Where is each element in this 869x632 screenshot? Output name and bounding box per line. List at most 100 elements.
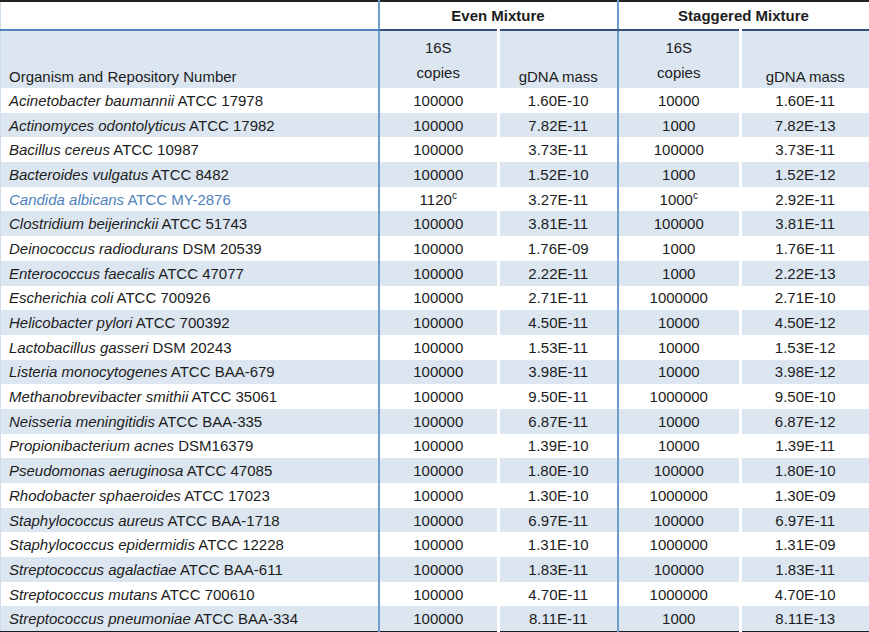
- staggered-gdna-mass-header: gDNA mass: [741, 30, 869, 88]
- even-gdna-mass-cell: 3.27E-11: [499, 187, 618, 212]
- species-name: Acinetobacter baumannii: [9, 92, 174, 109]
- table-body: Acinetobacter baumannii ATCC 17978 10000…: [1, 88, 869, 632]
- even-16s-copies-cell: 100000: [379, 606, 499, 632]
- organism-table-row: Actinomyces odontolyticus ATCC 17982 100…: [1, 113, 869, 138]
- staggered-16s-copies-cell: 1000: [618, 236, 741, 261]
- even-16s-copies-cell: 100000: [379, 310, 499, 335]
- even-16s-copies-cell: 100000: [379, 434, 499, 459]
- even-gdna-mass-cell: 1.52E-10: [499, 162, 618, 187]
- organism-name-cell: Helicobacter pylori ATCC 700392: [1, 310, 379, 335]
- species-name: Bacillus cereus: [9, 141, 110, 158]
- staggered-16s-copies-cell: 10000: [618, 409, 741, 434]
- staggered-copies-label: copies: [619, 60, 740, 85]
- species-name: Streptococcus mutans: [9, 586, 157, 603]
- even-16s-copies-header: 16S copies: [379, 30, 499, 88]
- organism-table-row: Staphylococcus epidermidis ATCC 12228 10…: [1, 532, 869, 557]
- organism-table-row: Escherichia coli ATCC 700926 100000 2.71…: [1, 286, 869, 311]
- even-16s-copies-cell: 100000: [379, 113, 499, 138]
- staggered-gdna-mass-cell: 1.80E-10: [741, 458, 869, 483]
- repository-number: ATCC 12228: [198, 536, 284, 553]
- staggered-gdna-mass-cell: 1.83E-11: [741, 557, 869, 582]
- staggered-16s-copies-cell: 10000: [618, 335, 741, 360]
- staggered-gdna-mass-cell: 3.98E-12: [741, 360, 869, 385]
- even-gdna-mass-cell: 3.98E-11: [499, 360, 618, 385]
- organism-name-cell: Deinococcus radiodurans DSM 20539: [1, 236, 379, 261]
- staggered-16s-copies-cell: 100000: [618, 557, 741, 582]
- organism-table-row: Candida albicans ATCC MY-2876 1120c 3.27…: [1, 187, 869, 212]
- repository-number: ATCC MY-2876: [127, 191, 230, 208]
- repository-number: ATCC 35061: [192, 388, 278, 405]
- even-gdna-mass-cell: 1.80E-10: [499, 458, 618, 483]
- table-header: Even Mixture Staggered Mixture Organism …: [1, 1, 869, 88]
- organism-name-cell: Bacteroides vulgatus ATCC 8482: [1, 162, 379, 187]
- organism-name-cell: Staphylococcus epidermidis ATCC 12228: [1, 532, 379, 557]
- even-16s-copies-cell: 100000: [379, 286, 499, 311]
- organism-table-row: Bacteroides vulgatus ATCC 8482 100000 1.…: [1, 162, 869, 187]
- staggered-16s-copies-cell: 1000c: [618, 187, 741, 212]
- repository-number: DSM 20243: [152, 339, 231, 356]
- species-name: Neisseria meningitidis: [9, 413, 155, 430]
- staggered-gdna-mass-cell: 2.92E-11: [741, 187, 869, 212]
- organism-table-row: Rhodobacter sphaeroides ATCC 17023 10000…: [1, 483, 869, 508]
- even-16s-copies-cell: 100000: [379, 261, 499, 286]
- organism-table-row: Bacillus cereus ATCC 10987 100000 3.73E-…: [1, 137, 869, 162]
- staggered-gdna-mass-cell: 1.39E-11: [741, 434, 869, 459]
- staggered-gdna-mass-cell: 1.53E-12: [741, 335, 869, 360]
- organism-name-cell: Candida albicans ATCC MY-2876: [1, 187, 379, 212]
- even-16s-copies-cell: 100000: [379, 162, 499, 187]
- organism-name-cell: Methanobrevibacter smithii ATCC 35061: [1, 384, 379, 409]
- organism-name-cell: Streptococcus pneumoniae ATCC BAA-334: [1, 606, 379, 632]
- even-gdna-mass-cell: 4.50E-11: [499, 310, 618, 335]
- even-16s-copies-cell: 100000: [379, 211, 499, 236]
- even-16s-copies-cell: 100000: [379, 483, 499, 508]
- even-gdna-mass-cell: 1.53E-11: [499, 335, 618, 360]
- organism-name-cell: Propionibacterium acnes DSM16379: [1, 434, 379, 459]
- staggered-gdna-mass-cell: 7.82E-13: [741, 113, 869, 138]
- organism-name-cell: Bacillus cereus ATCC 10987: [1, 137, 379, 162]
- even-gdna-mass-cell: 9.50E-11: [499, 384, 618, 409]
- organism-table-row: Streptococcus pneumoniae ATCC BAA-334 10…: [1, 606, 869, 632]
- repository-number: ATCC BAA-334: [194, 610, 298, 627]
- even-gdna-mass-cell: 2.22E-11: [499, 261, 618, 286]
- even-16s-copies-cell: 100000: [379, 532, 499, 557]
- repository-number: ATCC BAA-335: [158, 413, 262, 430]
- even-16s-copies-cell: 100000: [379, 335, 499, 360]
- staggered-gdna-mass-cell: 2.22E-13: [741, 261, 869, 286]
- species-name: Rhodobacter sphaeroides: [9, 487, 181, 504]
- staggered-gdna-mass-cell: 3.73E-11: [741, 137, 869, 162]
- staggered-mixture-group-header: Staggered Mixture: [618, 1, 869, 30]
- staggered-16s-copies-cell: 100000: [618, 211, 741, 236]
- staggered-16s-copies-cell: 1000: [618, 113, 741, 138]
- repository-number: ATCC 17978: [177, 92, 263, 109]
- organism-table-row: Deinococcus radiodurans DSM 20539 100000…: [1, 236, 869, 261]
- organism-column-header: Organism and Repository Number: [1, 30, 379, 88]
- organism-name-cell: Pseudomonas aeruginosa ATCC 47085: [1, 458, 379, 483]
- footnote-marker: c: [452, 190, 457, 201]
- even-gdna-mass-cell: 2.71E-11: [499, 286, 618, 311]
- species-name: Actinomyces odontolyticus: [9, 117, 186, 134]
- repository-number: ATCC 51743: [162, 215, 248, 232]
- staggered-16s-label: 16S: [619, 35, 740, 60]
- staggered-gdna-mass-cell: 8.11E-13: [741, 606, 869, 632]
- species-name: Deinococcus radiodurans: [9, 240, 178, 257]
- species-name: Bacteroides vulgatus: [9, 166, 148, 183]
- species-name: Staphylococcus epidermidis: [9, 536, 195, 553]
- organism-table-row: Staphylococcus aureus ATCC BAA-1718 1000…: [1, 508, 869, 533]
- species-name: Enterococcus faecalis: [9, 265, 155, 282]
- repository-number: ATCC 47077: [158, 265, 244, 282]
- organism-table-row: Streptococcus agalactiae ATCC BAA-611 10…: [1, 557, 869, 582]
- even-16s-copies-cell: 100000: [379, 582, 499, 607]
- even-gdna-mass-cell: 7.82E-11: [499, 113, 618, 138]
- repository-number: DSM16379: [178, 437, 253, 454]
- species-name: Propionibacterium acnes: [9, 437, 174, 454]
- staggered-gdna-mass-cell: 1.31E-09: [741, 532, 869, 557]
- even-gdna-mass-cell: 6.87E-11: [499, 409, 618, 434]
- organism-table-row: Pseudomonas aeruginosa ATCC 47085 100000…: [1, 458, 869, 483]
- even-gdna-mass-cell: 1.39E-10: [499, 434, 618, 459]
- organism-table-row: Listeria monocytogenes ATCC BAA-679 1000…: [1, 360, 869, 385]
- staggered-gdna-mass-cell: 6.87E-12: [741, 409, 869, 434]
- organism-name-cell: Escherichia coli ATCC 700926: [1, 286, 379, 311]
- repository-number: ATCC 700610: [161, 586, 255, 603]
- staggered-16s-copies-cell: 100000: [618, 458, 741, 483]
- organism-name-cell: Actinomyces odontolyticus ATCC 17982: [1, 113, 379, 138]
